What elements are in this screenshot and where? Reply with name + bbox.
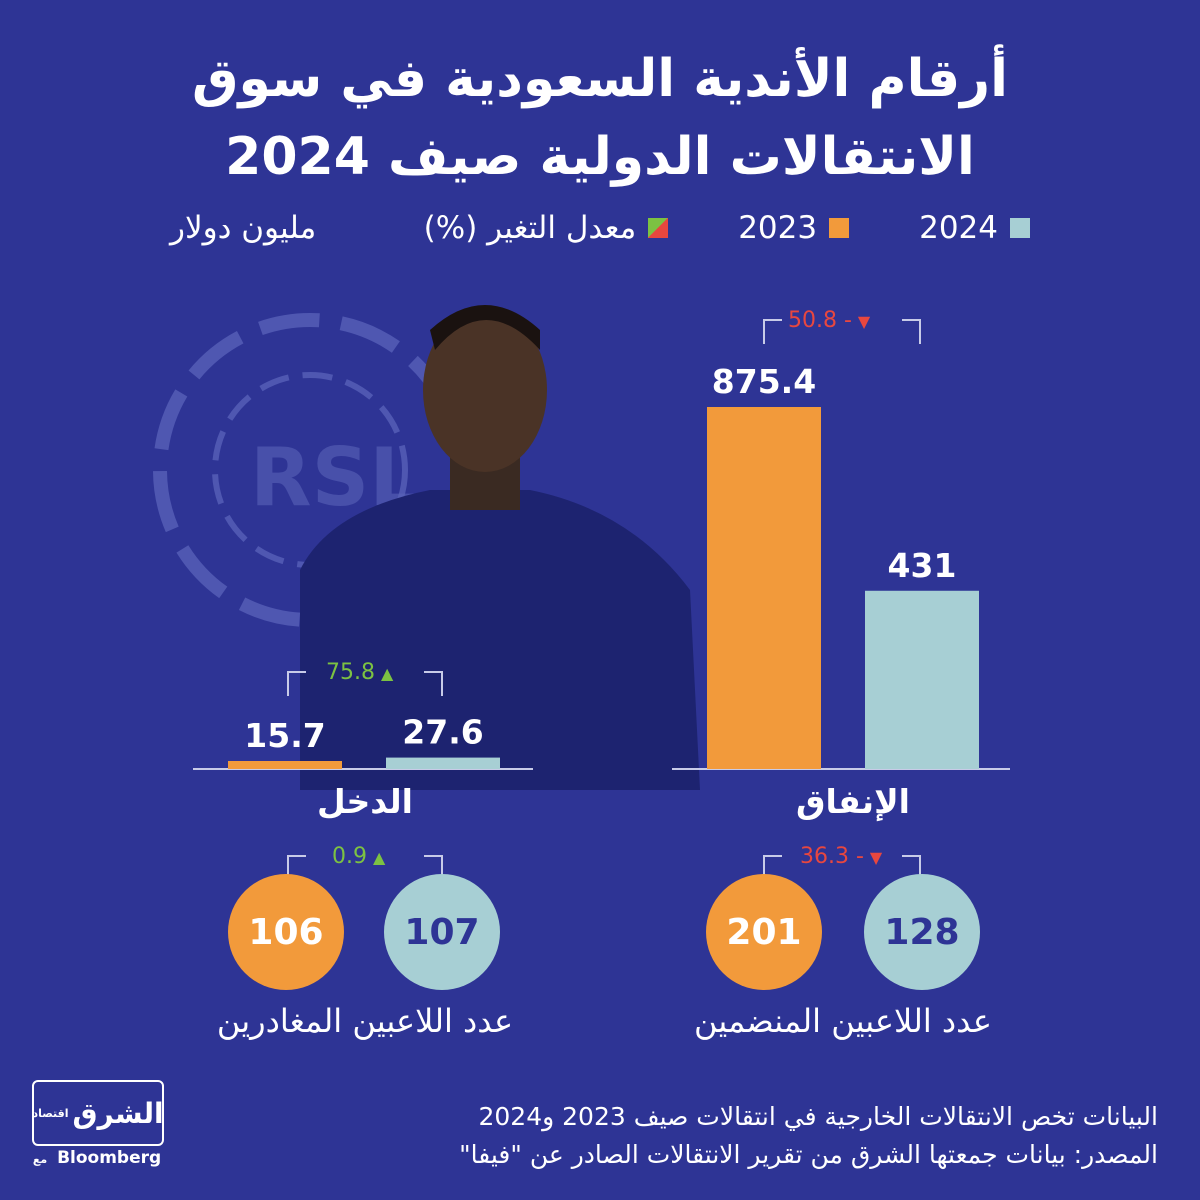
income-group: 15.7 27.6 bbox=[193, 713, 533, 770]
legend-item-2024: 2024 bbox=[919, 210, 1030, 246]
income-bracket bbox=[287, 671, 443, 696]
legend-swatch-2023 bbox=[829, 218, 850, 238]
change-value-departed: 0.9 bbox=[332, 844, 367, 869]
change-label-departed: 0.9 ▲ bbox=[332, 844, 391, 869]
triangle-down-icon: ▼ bbox=[869, 847, 883, 867]
logo-with: مع bbox=[32, 1153, 48, 1166]
joined-2023-circle: 201 bbox=[706, 874, 822, 990]
logo-box: الشرق اقتصاد bbox=[32, 1080, 164, 1146]
income-bar-2023 bbox=[228, 761, 342, 769]
title-line-2: الانتقالات الدولية صيف 2024 bbox=[225, 127, 975, 187]
departed-2024-circle: 107 bbox=[384, 874, 500, 990]
category-label-income: الدخل bbox=[316, 782, 413, 821]
unit-label: مليون دولار bbox=[170, 210, 317, 246]
legend-item-2023: 2023 bbox=[738, 210, 850, 246]
change-label-joined: 36.3 - ▼ bbox=[800, 844, 888, 869]
player-silhouette bbox=[300, 305, 700, 790]
legend-label-2023: 2023 bbox=[738, 210, 818, 246]
logo-partner-name: Bloomberg bbox=[57, 1148, 162, 1168]
spending-bar-2023 bbox=[707, 407, 821, 769]
change-brackets bbox=[287, 319, 921, 880]
legend-label-2024: 2024 bbox=[919, 210, 998, 246]
logo-tag: اقتصاد bbox=[32, 1106, 69, 1120]
joined-2024-circle: 128 bbox=[864, 874, 980, 990]
spending-bar-2024 bbox=[865, 590, 979, 769]
title-line-1: أرقام الأندية السعودية في سوق bbox=[192, 49, 1008, 109]
joined-bracket bbox=[763, 855, 921, 880]
income-value-2024: 27.6 bbox=[402, 713, 483, 752]
footer-notes: البيانات تخص الانتقالات الخارجية في انتق… bbox=[390, 1098, 1158, 1174]
spending-group: 875.4 431 bbox=[672, 362, 1010, 770]
change-value-income: 75.8 bbox=[326, 660, 375, 685]
legend-swatch-2024 bbox=[1010, 218, 1030, 238]
departed-2023-circle: 106 bbox=[228, 874, 344, 990]
player-illustration: RSL bbox=[153, 305, 700, 790]
spending-value-2024: 431 bbox=[888, 546, 957, 585]
spending-value-2023: 875.4 bbox=[712, 362, 816, 401]
legend-label-change: معدل التغير (%) bbox=[423, 210, 637, 246]
departed-bracket bbox=[287, 855, 443, 880]
footer-note: البيانات تخص الانتقالات الخارجية في انتق… bbox=[478, 1102, 1158, 1131]
departed-players-label: عدد اللاعبين المغادرين bbox=[216, 1002, 514, 1040]
change-label-spending: 50.8 - ▼ bbox=[788, 308, 876, 333]
income-value-2023: 15.7 bbox=[244, 716, 325, 755]
footer-source: المصدر: بيانات جمعتها الشرق من تقرير الا… bbox=[459, 1140, 1158, 1169]
logo-partner: مع Bloomberg bbox=[32, 1148, 162, 1168]
change-label-income: 75.8 ▲ bbox=[326, 660, 399, 685]
income-bar-2024 bbox=[386, 757, 500, 769]
legend: 2024 2023 معدل التغير (%) مليون دولار bbox=[170, 208, 1030, 248]
change-value-joined: 36.3 - bbox=[800, 844, 864, 869]
triangle-down-icon: ▼ bbox=[857, 311, 871, 331]
legend-swatch-change bbox=[648, 218, 669, 238]
chart-title: أرقام الأندية السعودية في سوق الانتقالات… bbox=[0, 40, 1200, 196]
logo-name: الشرق bbox=[72, 1096, 164, 1130]
spending-bracket bbox=[763, 319, 921, 344]
triangle-up-icon: ▲ bbox=[380, 663, 394, 683]
joined-players-label: عدد اللاعبين المنضمين bbox=[693, 1002, 993, 1040]
change-value-spending: 50.8 - bbox=[788, 308, 852, 333]
brand-logo: الشرق اقتصاد مع Bloomberg bbox=[32, 1080, 164, 1172]
category-label-spending: الإنفاق bbox=[796, 782, 910, 821]
legend-unit: مليون دولار bbox=[170, 210, 316, 246]
triangle-up-icon: ▲ bbox=[373, 847, 386, 867]
legend-item-change: معدل التغير (%) bbox=[424, 210, 669, 246]
